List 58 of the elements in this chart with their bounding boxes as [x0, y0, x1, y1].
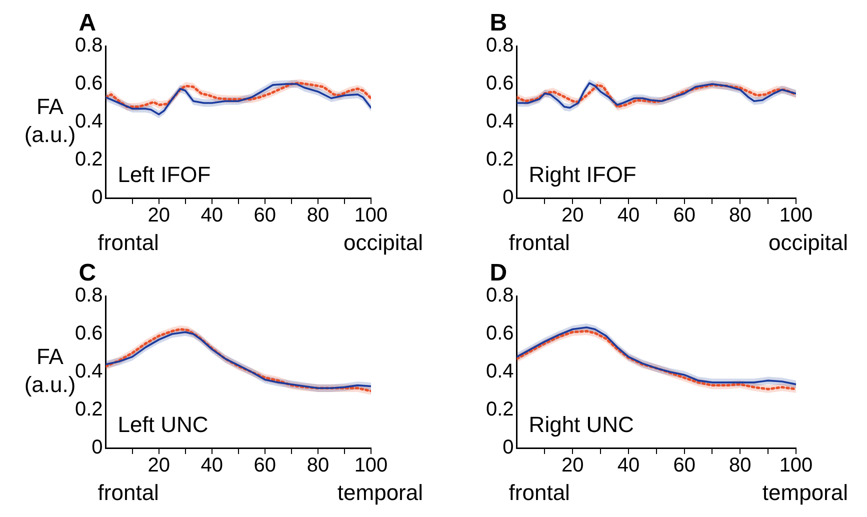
x-tick-label: 40: [200, 204, 224, 227]
x-tick-label: 80: [729, 454, 752, 477]
y-tick-label: 0.4: [74, 110, 103, 133]
y-tick-label: 0.2: [486, 148, 514, 171]
chart-title: B: [490, 10, 508, 37]
text: occipital: [344, 230, 423, 255]
y-tick-label: 0: [502, 186, 514, 209]
text: frontal: [508, 230, 570, 255]
text: frontal: [98, 480, 159, 505]
chart-title: D: [490, 260, 508, 287]
x-tick-label: 60: [673, 454, 696, 477]
y-tick-label: 0.8: [74, 284, 103, 307]
text: frontal: [98, 230, 159, 255]
y-axis-title: FA (a.u.): [24, 344, 76, 398]
x-tick-label: 60: [254, 204, 276, 227]
y-axis-title: FA (a.u.): [24, 94, 76, 148]
x-tick-label: 100: [779, 204, 813, 227]
x-tick-label: 20: [148, 454, 170, 477]
annotation: Right IFOF: [528, 162, 636, 187]
y-tick-label: 0.4: [74, 360, 103, 383]
y-tick-label: 0.6: [486, 322, 514, 345]
y-tick-label: 0.4: [486, 110, 514, 133]
y-tick-label: 0.2: [74, 148, 103, 171]
y-tick-label: 0.6: [74, 72, 103, 95]
y-tick-label: 0: [92, 186, 103, 209]
x-tick-label: 40: [617, 204, 640, 227]
y-tick-label: 0: [502, 436, 514, 459]
x-tick-label: 100: [779, 454, 813, 477]
y-tick-label: 0.2: [74, 398, 103, 421]
x-tick-label: 40: [200, 454, 224, 477]
x-tick-label: 100: [354, 204, 388, 227]
x-tick-label: 60: [254, 454, 276, 477]
text: temporal: [337, 480, 423, 505]
annotation: Left IFOF: [118, 162, 211, 187]
y-tick-label: 0.4: [486, 360, 514, 383]
x-tick-label: 20: [562, 204, 584, 227]
text: frontal: [508, 480, 570, 505]
y-tick-label: 0.8: [486, 284, 514, 307]
annotation: Right UNC: [528, 412, 634, 437]
annotation: Left UNC: [118, 412, 208, 437]
x-tick-label: 20: [148, 204, 170, 227]
x-tick-label: 80: [306, 454, 330, 477]
y-tick-label: 0.6: [74, 322, 103, 345]
y-tick-label: 0.8: [74, 34, 103, 57]
x-tick-label: 80: [306, 204, 330, 227]
y-tick-label: 0.6: [486, 72, 514, 95]
text: temporal: [762, 480, 848, 505]
x-tick-label: 20: [562, 454, 584, 477]
y-tick-label: 0: [92, 436, 103, 459]
x-tick-label: 40: [617, 454, 640, 477]
text: occipital: [768, 230, 848, 255]
x-tick-label: 80: [729, 204, 752, 227]
y-tick-label: 0.8: [486, 34, 514, 57]
chart-title: A: [78, 10, 96, 37]
x-tick-label: 60: [673, 204, 696, 227]
chart-title: C: [78, 260, 96, 287]
x-tick-label: 100: [354, 454, 388, 477]
y-tick-label: 0.2: [486, 398, 514, 421]
